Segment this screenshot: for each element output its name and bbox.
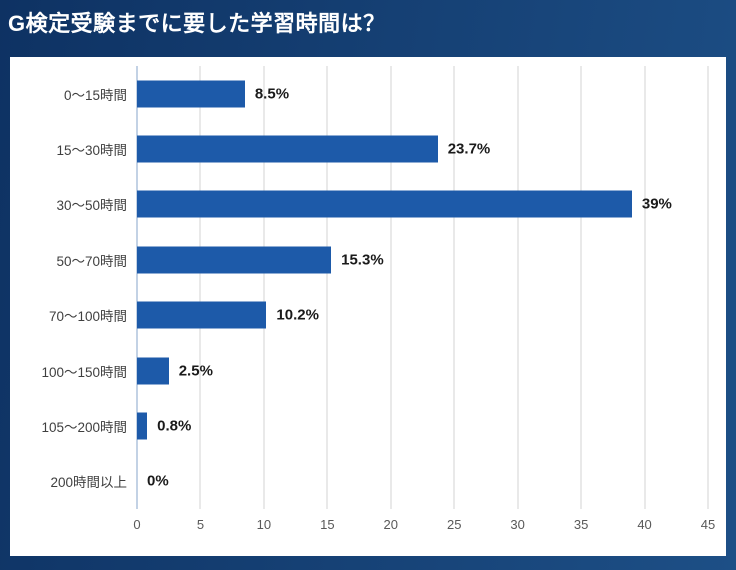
gridline bbox=[643, 66, 646, 509]
x-tick-label: 40 bbox=[637, 517, 652, 532]
gridline bbox=[199, 66, 202, 509]
gridline bbox=[707, 66, 709, 509]
x-tick-label: 0 bbox=[133, 517, 141, 532]
x-tick-label: 30 bbox=[510, 517, 525, 532]
category-label: 0〜15時間 bbox=[63, 87, 127, 103]
zero-axis-line bbox=[136, 66, 138, 509]
bar bbox=[137, 135, 438, 163]
bar-row: 70〜100時間 10.2% bbox=[10, 288, 708, 343]
bar bbox=[137, 301, 267, 329]
value-label: 39% bbox=[641, 195, 672, 213]
bar bbox=[137, 412, 148, 440]
value-label: 0% bbox=[147, 472, 169, 490]
bar bbox=[137, 80, 245, 108]
category-label: 105〜200時間 bbox=[41, 419, 127, 435]
gridline bbox=[453, 66, 456, 509]
value-label: 15.3% bbox=[341, 251, 384, 269]
x-tick-label: 10 bbox=[256, 517, 272, 532]
value-label: 8.5% bbox=[254, 85, 290, 103]
bar bbox=[137, 190, 632, 218]
gridline bbox=[580, 66, 583, 509]
chart-title: G検定受験までに要した学習時間は？ bbox=[8, 11, 386, 36]
value-label: 23.7% bbox=[447, 140, 491, 158]
value-label: 10.2% bbox=[276, 306, 319, 324]
bar bbox=[137, 246, 332, 274]
bar-track: 15.3% bbox=[137, 232, 708, 287]
bar-track: 0% bbox=[137, 454, 708, 509]
bar-track: 23.7% bbox=[137, 121, 708, 176]
gridline bbox=[262, 66, 265, 509]
bar-track: 0.8% bbox=[137, 398, 708, 453]
x-tick-label: 45 bbox=[700, 517, 716, 532]
bar-row: 105〜200時間 0.8% bbox=[10, 398, 708, 453]
gridlines bbox=[136, 66, 709, 509]
category-label: 70〜100時間 bbox=[48, 309, 127, 325]
value-label: 2.5% bbox=[178, 362, 213, 380]
x-tick-label: 5 bbox=[196, 517, 205, 532]
category-label: 200時間以上 bbox=[50, 475, 127, 491]
value-label: 0.8% bbox=[157, 417, 192, 435]
x-axis: 0 5 10 15 20 25 30 35 40 45 bbox=[133, 517, 715, 539]
bar-row: 200時間以上 0% bbox=[10, 454, 708, 509]
category-label: 30〜50時間 bbox=[56, 198, 127, 214]
bar-row: 15〜30時間 23.7% bbox=[10, 121, 708, 176]
bar-track: 2.5% bbox=[137, 343, 708, 398]
bar-track: 10.2% bbox=[137, 288, 708, 343]
bar-rows: 0〜15時間 8.5% 15〜30時間 23.7% 30〜50時間 39% 50〜70時間 1… bbox=[10, 66, 708, 509]
x-tick-label: 15 bbox=[320, 517, 335, 532]
category-label: 100〜150時間 bbox=[41, 364, 127, 380]
bar-row: 0〜15時間 8.5% bbox=[10, 66, 708, 121]
bar bbox=[137, 357, 169, 385]
gridline bbox=[516, 66, 519, 509]
bar-track: 8.5% bbox=[137, 66, 708, 121]
x-tick-label: 35 bbox=[573, 517, 589, 532]
bar-row: 30〜50時間 39% bbox=[10, 177, 708, 232]
gridline bbox=[326, 66, 329, 509]
bar-row: 50〜70時間 15.3% bbox=[10, 232, 708, 287]
bar-row: 100〜150時間 2.5% bbox=[10, 343, 708, 398]
x-tick-label: 25 bbox=[446, 517, 462, 532]
chart-card: 0〜15時間 8.5% 15〜30時間 23.7% 30〜50時間 39% 50〜70時間 1… bbox=[10, 57, 726, 556]
category-label: 50〜70時間 bbox=[56, 253, 127, 269]
category-label: 15〜30時間 bbox=[56, 143, 127, 159]
gridline bbox=[389, 66, 392, 509]
bar-track: 39% bbox=[137, 177, 708, 232]
x-tick-label: 20 bbox=[383, 517, 398, 532]
